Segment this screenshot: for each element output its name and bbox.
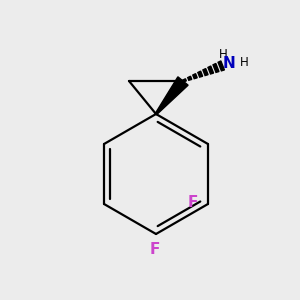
Polygon shape: [208, 66, 214, 74]
Polygon shape: [155, 77, 188, 115]
Text: F: F: [149, 242, 160, 256]
Text: N: N: [223, 56, 235, 70]
Polygon shape: [183, 79, 186, 82]
Text: H: H: [219, 48, 228, 62]
Text: F: F: [187, 195, 197, 210]
Polygon shape: [188, 76, 192, 80]
Polygon shape: [203, 69, 208, 76]
Polygon shape: [213, 64, 219, 72]
Polygon shape: [198, 71, 203, 77]
Polygon shape: [218, 61, 224, 71]
Text: H: H: [240, 56, 249, 70]
Polygon shape: [193, 74, 197, 79]
